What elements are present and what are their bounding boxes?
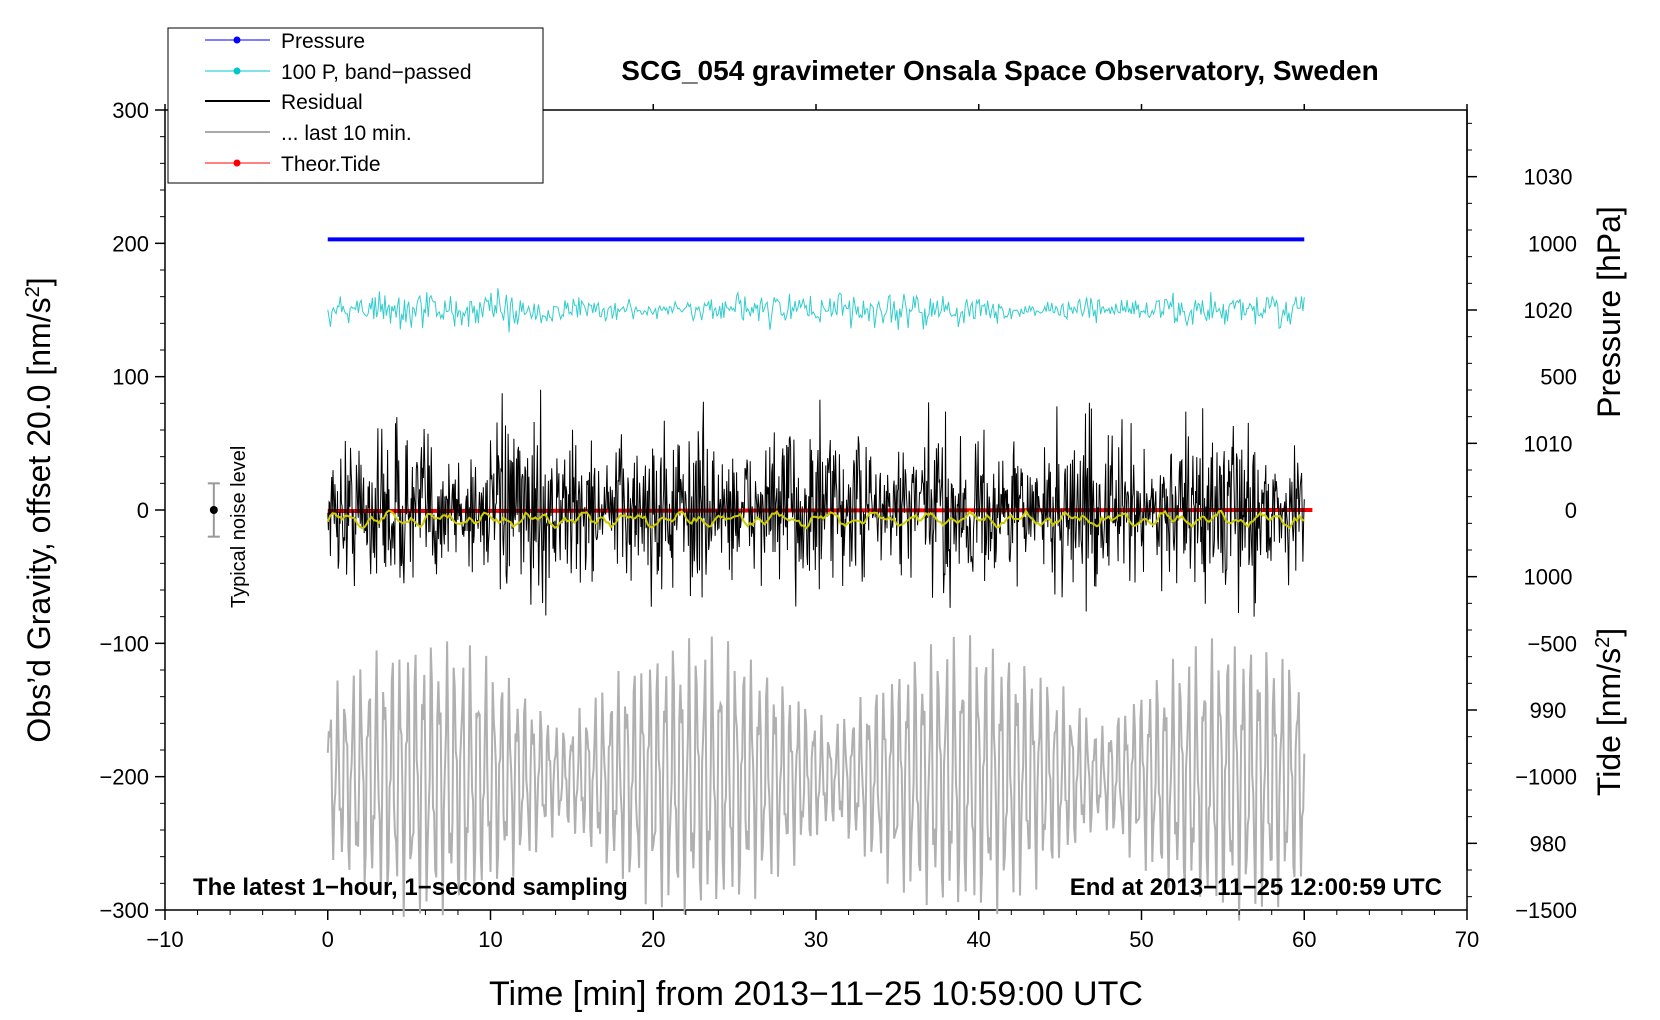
legend-label: 100 P, band−passed (281, 61, 472, 84)
tide-tick-label: −500 (1527, 631, 1577, 656)
tide-line (327, 508, 1313, 513)
pressure-tick-label: 990 (1530, 698, 1567, 723)
legend-item-last10: ... last 10 min. (205, 122, 412, 145)
residual-smoothed-line (326, 508, 1305, 530)
residual-series (327, 389, 1305, 617)
legend-marker (233, 67, 241, 75)
noise-bar-dot (209, 506, 218, 514)
y-tick-label: 0 (137, 498, 149, 523)
x-axis: −10 0 10 20 30 40 50 60 70 (146, 104, 1479, 952)
end-time-annotation: End at 2013−11−25 12:00:59 UTC (1070, 874, 1442, 901)
bandpassed-line (327, 288, 1305, 333)
pressure-tick-label: 1020 (1524, 298, 1573, 323)
x-tick-label: 10 (478, 927, 502, 952)
legend-marker (233, 36, 241, 44)
legend-marker (233, 159, 241, 167)
residual-last10-series (326, 635, 1306, 921)
x-axis-label: Time [min] from 2013−11−25 10:59:00 UTC (489, 975, 1143, 1013)
y-tick-label: −100 (99, 631, 149, 656)
x-tick-label: 0 (322, 927, 334, 952)
legend-item-residual: Residual (205, 91, 363, 114)
legend-item-tide: Theor.Tide (205, 153, 381, 176)
legend-item-bandpassed: 100 P, band−passed (205, 61, 472, 84)
y-tick-label: −200 (99, 765, 149, 790)
x-tick-label: 40 (967, 927, 991, 952)
pressure-tick-label: 980 (1530, 831, 1567, 856)
y-tick-label: 100 (112, 365, 149, 390)
y-tick-label: 300 (112, 98, 149, 123)
pressure-axis-label: Pressure [hPa] (1591, 206, 1627, 418)
chart-title: SCG_054 gravimeter Onsala Space Observat… (621, 55, 1378, 86)
legend-box (167, 27, 544, 184)
x-tick-label: 30 (804, 927, 828, 952)
y-axis-label: Obs’d Gravity, offset 20.0 [nm/s2] (21, 277, 57, 742)
pressure-tick-label: 1000 (1524, 565, 1573, 590)
x-tick-label: 60 (1292, 927, 1316, 952)
x-tick-label: 20 (641, 927, 665, 952)
pressure-bandpassed-series (327, 288, 1305, 333)
y-axis-tide: −1500 −1000 −500 0 500 1000 (1515, 231, 1577, 923)
residual-last10-line (326, 635, 1306, 921)
sampling-annotation: The latest 1−hour, 1−second sampling (193, 874, 628, 901)
tide-tick-label: 0 (1565, 498, 1577, 523)
y-axis-pressure: 980 990 1000 1010 1020 1030 (1466, 110, 1573, 898)
tide-axis-label: Tide [nm/s2] (1591, 628, 1627, 796)
noise-level-indicator (207, 482, 220, 538)
tide-series (327, 508, 1313, 513)
noise-level-label: Typical noise level (228, 446, 250, 608)
tide-tick-label: −1500 (1515, 898, 1577, 923)
y-tick-label: 200 (112, 231, 149, 256)
legend-label: Pressure (281, 30, 365, 53)
legend: Pressure 100 P, band−passed Residual ...… (167, 27, 544, 184)
tide-tick-label: 500 (1540, 365, 1577, 390)
residual-smoothed-series (326, 508, 1305, 530)
tide-tick-label: −1000 (1515, 765, 1577, 790)
legend-label: ... last 10 min. (281, 122, 412, 145)
x-tick-label: −10 (146, 927, 183, 952)
y-axis-left: −300 −200 −100 0 100 200 300 (99, 98, 165, 923)
legend-label: Residual (281, 91, 363, 114)
pressure-tick-label: 1030 (1524, 165, 1573, 190)
tide-tick-label: 1000 (1528, 231, 1577, 256)
y-tick-label: −300 (99, 898, 149, 923)
legend-item-pressure: Pressure (205, 30, 365, 53)
residual-line (327, 389, 1305, 617)
pressure-tick-label: 1010 (1524, 431, 1573, 456)
x-tick-label: 50 (1129, 927, 1153, 952)
x-tick-label: 70 (1455, 927, 1479, 952)
legend-label: Theor.Tide (281, 153, 381, 176)
